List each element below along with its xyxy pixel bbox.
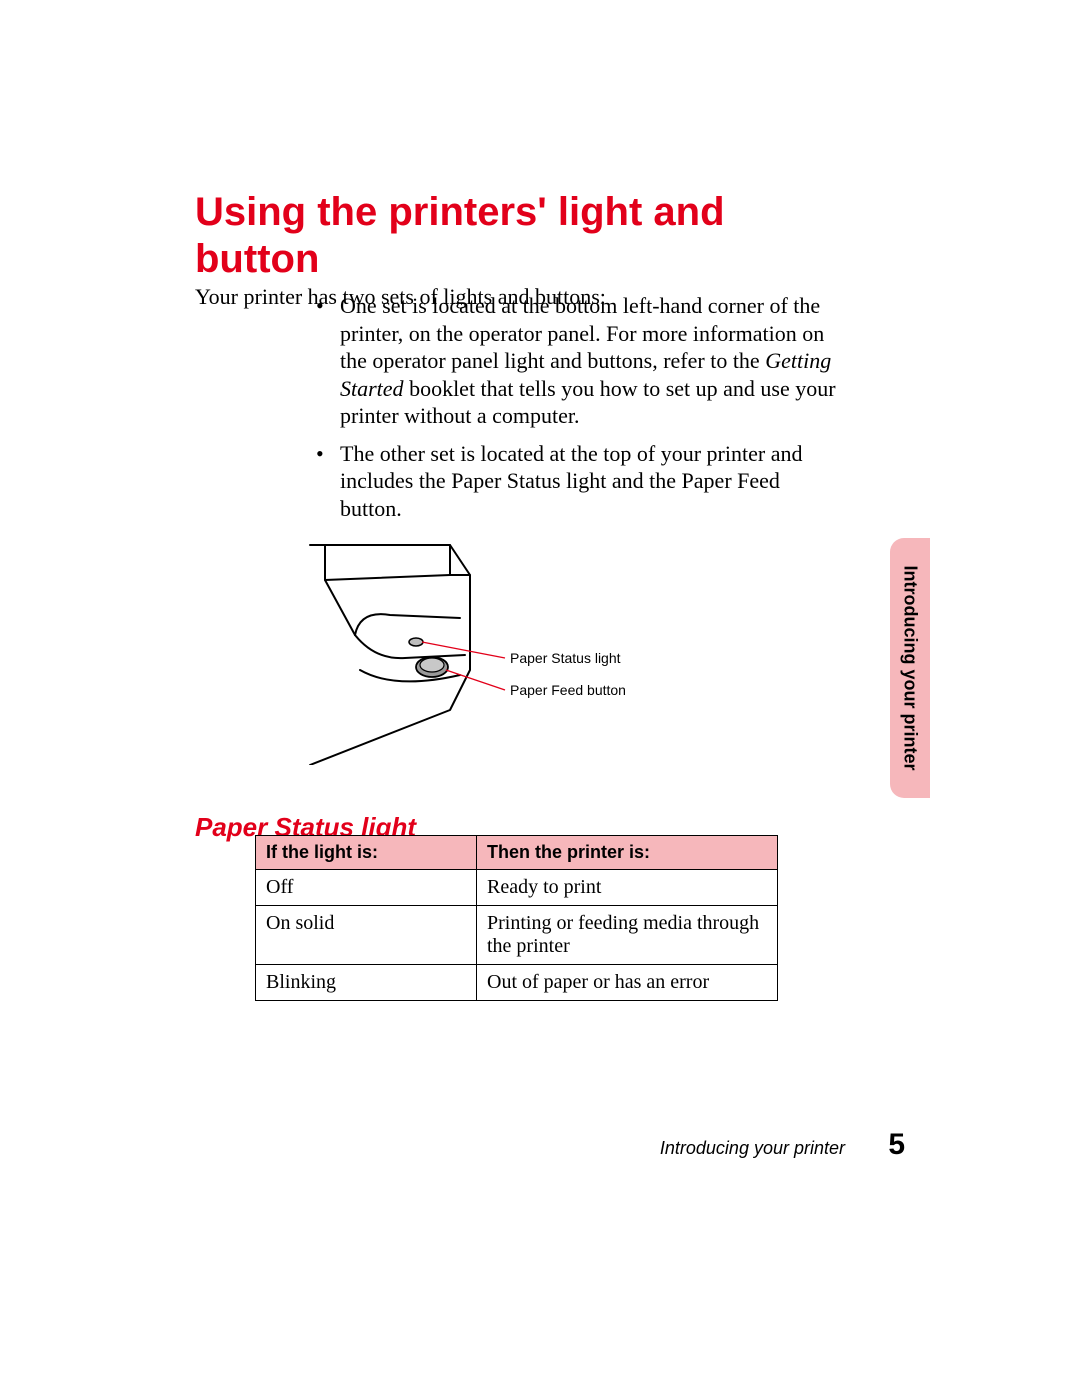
table-cell: Off xyxy=(256,870,477,906)
bullet-item-1: One set is located at the bottom left-ha… xyxy=(310,292,840,430)
bullet1-pre: One set is located at the bottom left-ha… xyxy=(340,293,824,373)
table-header-2: Then the printer is: xyxy=(477,836,778,870)
table-cell: Blinking xyxy=(256,965,477,1001)
table-header-1: If the light is: xyxy=(256,836,477,870)
bullet-list: One set is located at the bottom left-ha… xyxy=(310,292,840,532)
section-tab: Introducing your printer xyxy=(890,538,930,798)
callout-feed-button: Paper Feed button xyxy=(510,682,626,698)
printer-diagram: Paper Status light Paper Feed button xyxy=(300,540,720,765)
section-tab-label: Introducing your printer xyxy=(900,566,921,771)
table-cell: Ready to print xyxy=(477,870,778,906)
table-cell: On solid xyxy=(256,906,477,965)
table-row: On solid Printing or feeding media throu… xyxy=(256,906,778,965)
callout-status-light: Paper Status light xyxy=(510,650,621,666)
table-cell: Out of paper or has an error xyxy=(477,965,778,1001)
page-number: 5 xyxy=(888,1128,905,1162)
table-row: Off Ready to print xyxy=(256,870,778,906)
status-table: If the light is: Then the printer is: Of… xyxy=(255,835,778,1001)
bullet-item-2: The other set is located at the top of y… xyxy=(310,440,840,523)
page: Using the printers' light and button You… xyxy=(0,0,1080,1397)
table-cell: Printing or feeding media through the pr… xyxy=(477,906,778,965)
table-row: Blinking Out of paper or has an error xyxy=(256,965,778,1001)
footer-section-name: Introducing your printer xyxy=(660,1138,845,1159)
bullet1-post: booklet that tells you how to set up and… xyxy=(340,376,836,429)
table-header-row: If the light is: Then the printer is: xyxy=(256,836,778,870)
page-heading: Using the printers' light and button xyxy=(195,189,825,283)
